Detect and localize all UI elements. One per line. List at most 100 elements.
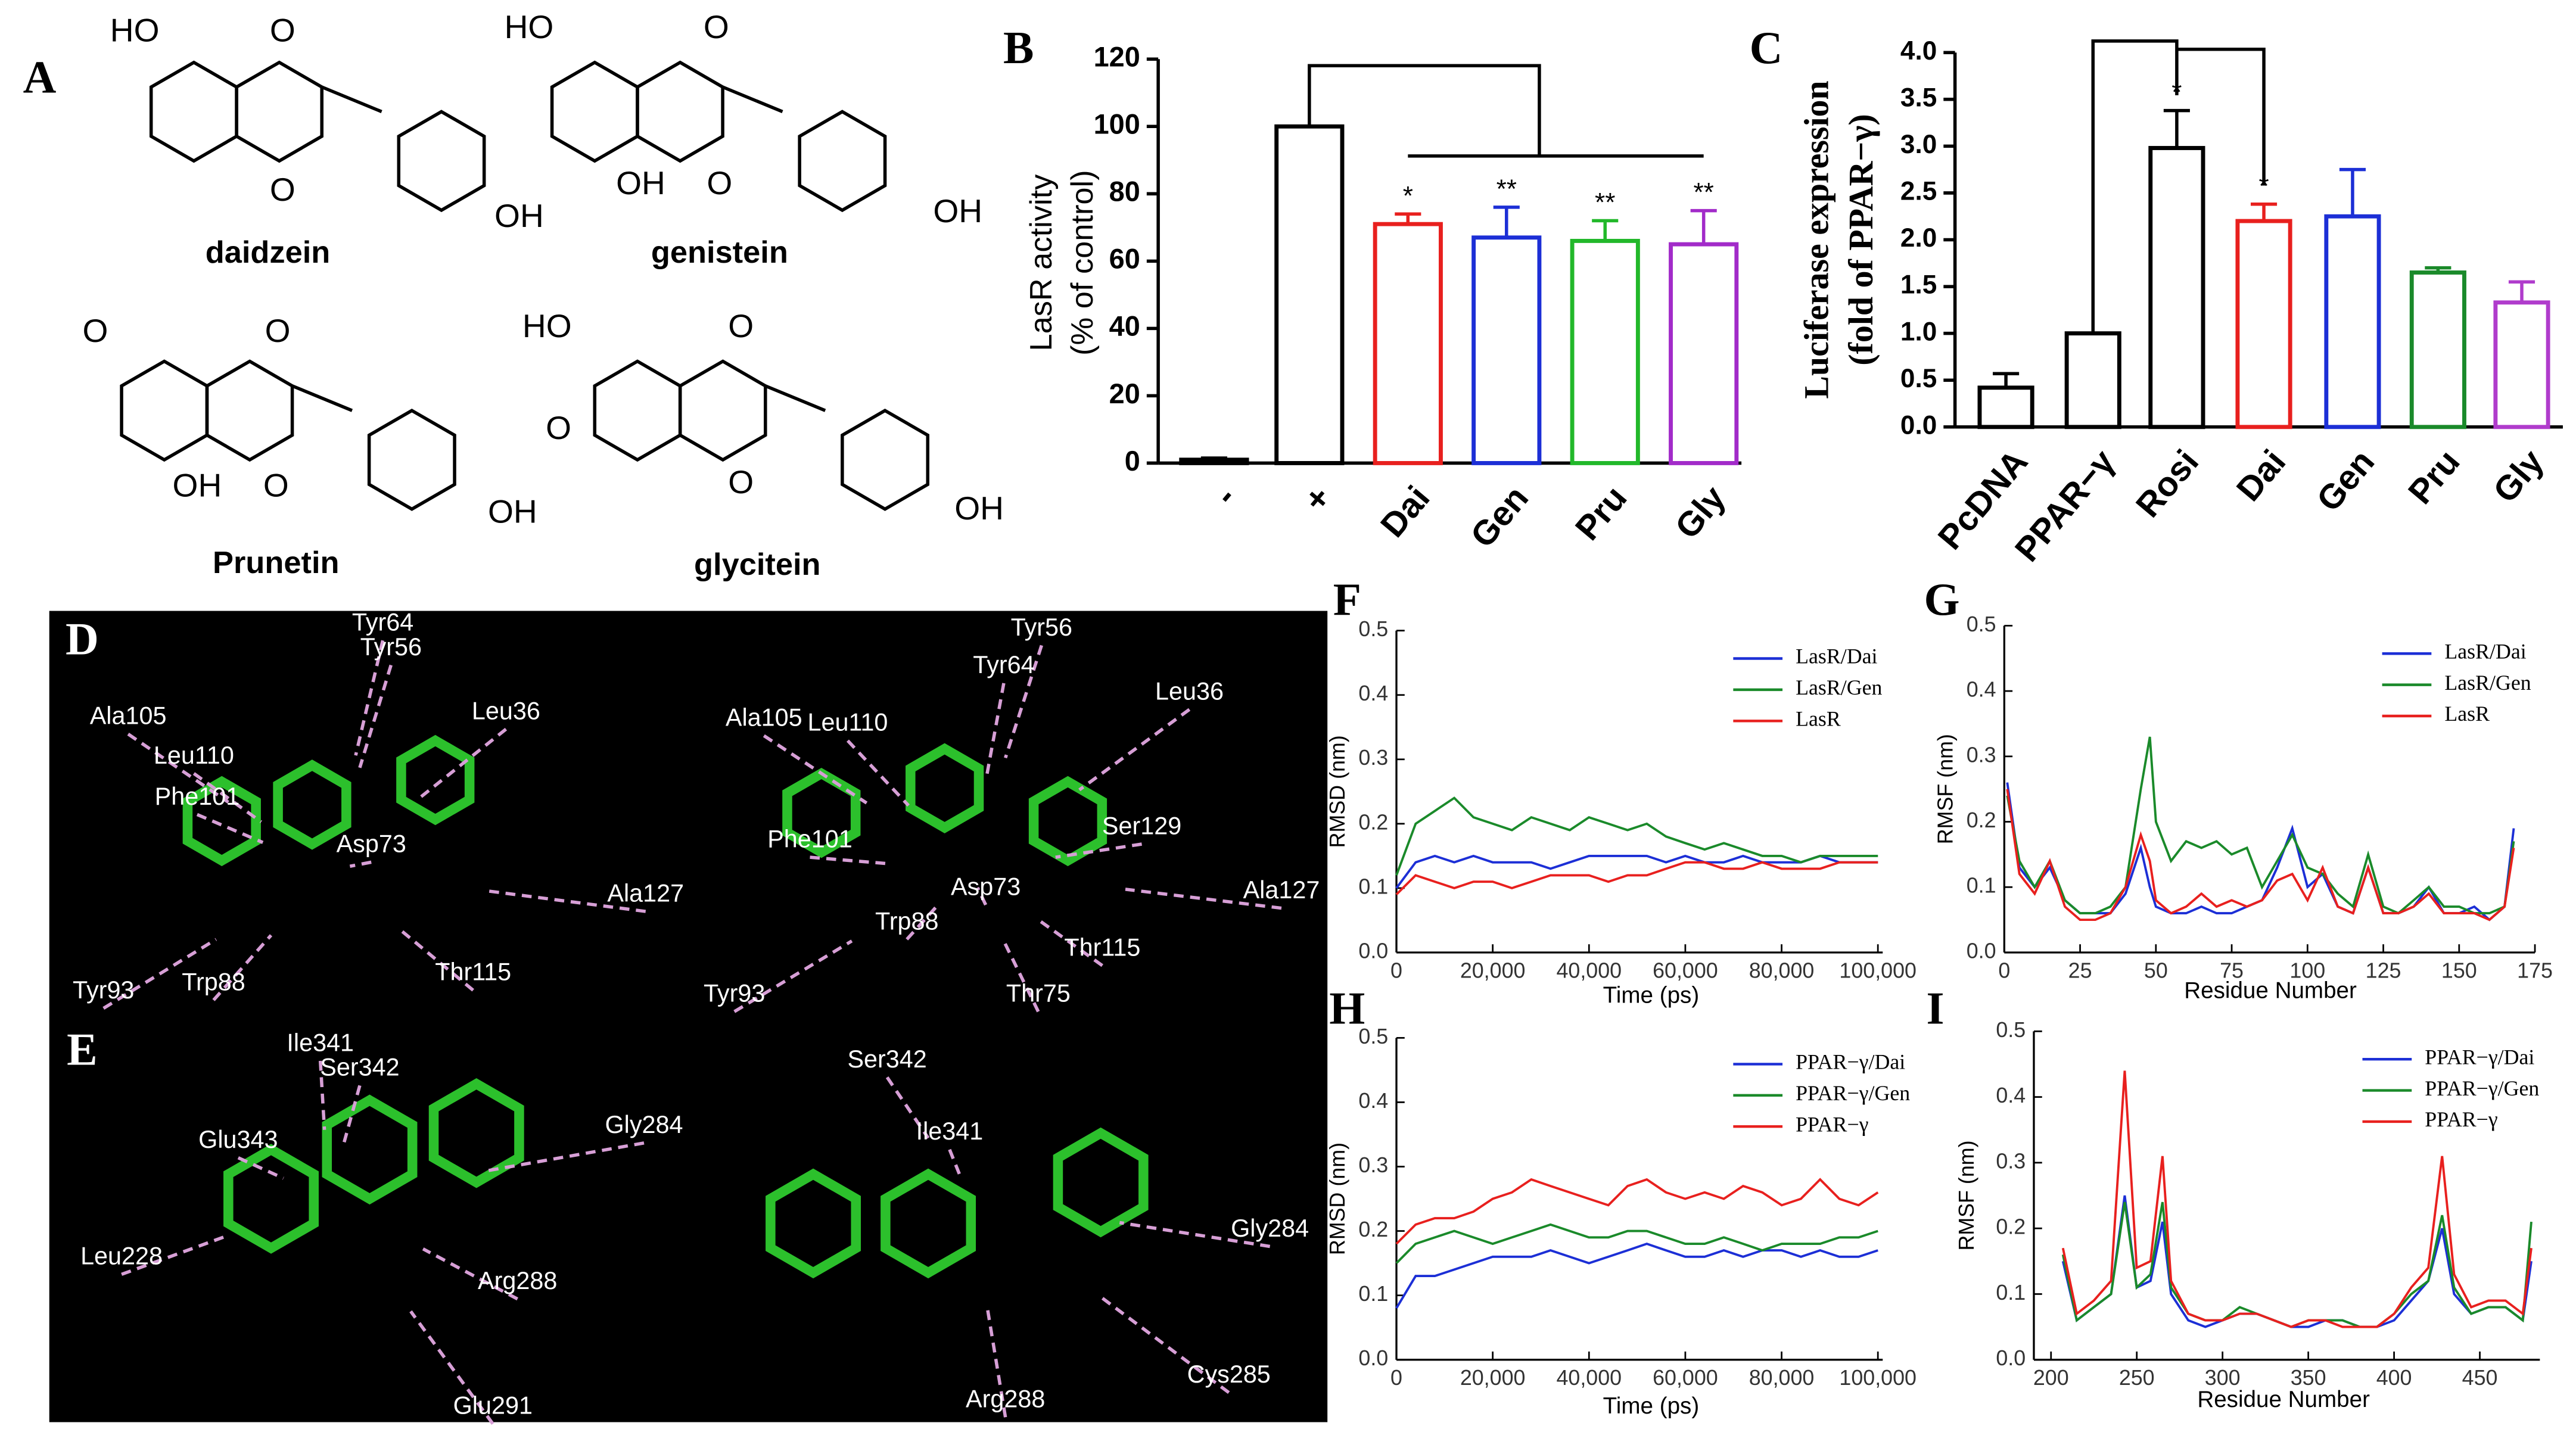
molecule-name: genistein xyxy=(651,235,788,270)
ring xyxy=(636,60,724,163)
residue-label: Ile341 xyxy=(916,1117,984,1145)
y-tick-label: 0.5 xyxy=(1996,1018,2026,1042)
bracket xyxy=(1308,64,1541,156)
y-tick-label: 0.3 xyxy=(1358,746,1388,770)
x-tick-label: 60,000 xyxy=(1653,959,1718,983)
atom-label: OH xyxy=(616,164,665,201)
bar xyxy=(1274,124,1345,465)
atom-label: O xyxy=(546,409,571,446)
y-axis-label: RMSF (nm) xyxy=(1933,734,1957,844)
interaction xyxy=(1098,1294,1230,1394)
interaction xyxy=(127,733,229,804)
residue-label: Asp73 xyxy=(951,873,1021,900)
ring xyxy=(593,359,682,462)
x-tick-label: 20,000 xyxy=(1460,1366,1526,1390)
interaction xyxy=(1125,888,1282,910)
x-tick-label: Gly xyxy=(2486,443,2551,510)
x-axis-label: Time (ps) xyxy=(1603,1393,1700,1419)
x-tick-label: Gen xyxy=(2310,443,2382,518)
interaction xyxy=(1078,708,1191,792)
panel-label: E xyxy=(67,1024,97,1075)
atom-label: O xyxy=(263,466,289,503)
series-line xyxy=(2006,789,2515,922)
atom-label: OH xyxy=(488,493,537,530)
residue-label: Tyr93 xyxy=(73,976,134,1004)
y-tick-label: 0.1 xyxy=(1996,1281,2026,1305)
ring xyxy=(205,359,294,462)
residue-label: Arg288 xyxy=(478,1267,557,1294)
legend-label: LasR/Gen xyxy=(1796,675,1882,699)
significance: * xyxy=(2258,172,2269,201)
y-tick-label: 0.3 xyxy=(1967,743,1996,767)
y-tick-label: 0 xyxy=(1125,446,1140,477)
residue-label: Ser129 xyxy=(1102,812,1181,839)
legend-label: LasR xyxy=(1796,706,1841,730)
bond xyxy=(722,85,783,114)
x-tick-label: - xyxy=(1207,479,1243,512)
y-tick-label: 0.0 xyxy=(1967,939,1996,963)
interaction xyxy=(196,812,264,844)
interaction xyxy=(358,664,393,768)
significance: ** xyxy=(1694,178,1714,207)
residue-label: Thr115 xyxy=(435,958,511,986)
residue-label: Tyr93 xyxy=(704,980,765,1007)
x-tick-label: 0 xyxy=(1998,959,2010,983)
y-axis-label: (fold of PPAR−γ) xyxy=(1841,114,1880,365)
atom-label: OH xyxy=(933,192,982,229)
x-axis-label: Residue Number xyxy=(2197,1387,2370,1412)
interaction xyxy=(906,904,939,941)
y-tick-label: 0.2 xyxy=(1358,810,1388,834)
bar xyxy=(2409,270,2466,429)
atom-label: HO xyxy=(110,12,160,49)
atom-label: O xyxy=(82,312,108,349)
panel-label: B xyxy=(1003,22,1034,73)
y-tick-label: 1.0 xyxy=(1900,317,1937,346)
y-tick-label: 0.1 xyxy=(1967,874,1996,898)
panel-label: D xyxy=(66,613,99,664)
interaction xyxy=(102,938,217,1010)
x-tick-label: 125 xyxy=(2366,959,2401,983)
atom-label: O xyxy=(704,8,729,45)
atom-label: OH xyxy=(494,197,544,234)
ring xyxy=(367,409,456,511)
atom-label: O xyxy=(728,463,754,500)
x-tick-label: 300 xyxy=(2205,1366,2241,1390)
residue-label: Ala127 xyxy=(607,879,684,907)
interaction xyxy=(1035,916,1103,967)
interaction xyxy=(487,889,646,913)
legend-label: LasR/Dai xyxy=(2444,639,2526,663)
significance: * xyxy=(1403,181,1413,210)
x-tick-label: Pru xyxy=(1568,479,1634,547)
series-line xyxy=(2006,736,2515,915)
series-line xyxy=(1395,1223,1878,1264)
y-tick-label: 0.3 xyxy=(1996,1149,2026,1173)
ring xyxy=(235,60,323,163)
atom-label: O xyxy=(728,307,754,344)
ring xyxy=(120,359,209,462)
ring xyxy=(678,359,767,462)
legend-label: PPAR−γ xyxy=(1796,1112,1869,1136)
x-tick-label: Gly xyxy=(1668,479,1733,546)
bond xyxy=(764,384,826,412)
ligand-stick xyxy=(881,1168,976,1279)
y-axis-label: Luciferase expression xyxy=(1797,80,1836,399)
bar xyxy=(2064,331,2121,429)
bond xyxy=(321,85,382,114)
bar xyxy=(1179,457,1249,465)
x-tick-label: 175 xyxy=(2517,959,2553,983)
bar xyxy=(1669,242,1739,465)
interaction xyxy=(976,886,988,906)
y-tick-label: 0.0 xyxy=(1996,1346,2026,1370)
y-tick-label: 0.0 xyxy=(1358,1346,1388,1370)
atom-label: O xyxy=(270,12,295,49)
x-tick-label: Pru xyxy=(2401,443,2468,511)
interaction xyxy=(810,855,890,866)
x-axis-label: Residue Number xyxy=(2184,978,2357,1003)
series-line xyxy=(1395,1243,1878,1309)
x-tick-label: 0 xyxy=(1390,959,1402,983)
series-line xyxy=(1395,1178,1879,1245)
legend-label: PPAR−γ/Dai xyxy=(1796,1050,1905,1074)
y-tick-label: 0.4 xyxy=(1996,1084,2026,1107)
panel-label: C xyxy=(1750,22,1783,73)
y-tick-label: 0.4 xyxy=(1358,1089,1388,1113)
